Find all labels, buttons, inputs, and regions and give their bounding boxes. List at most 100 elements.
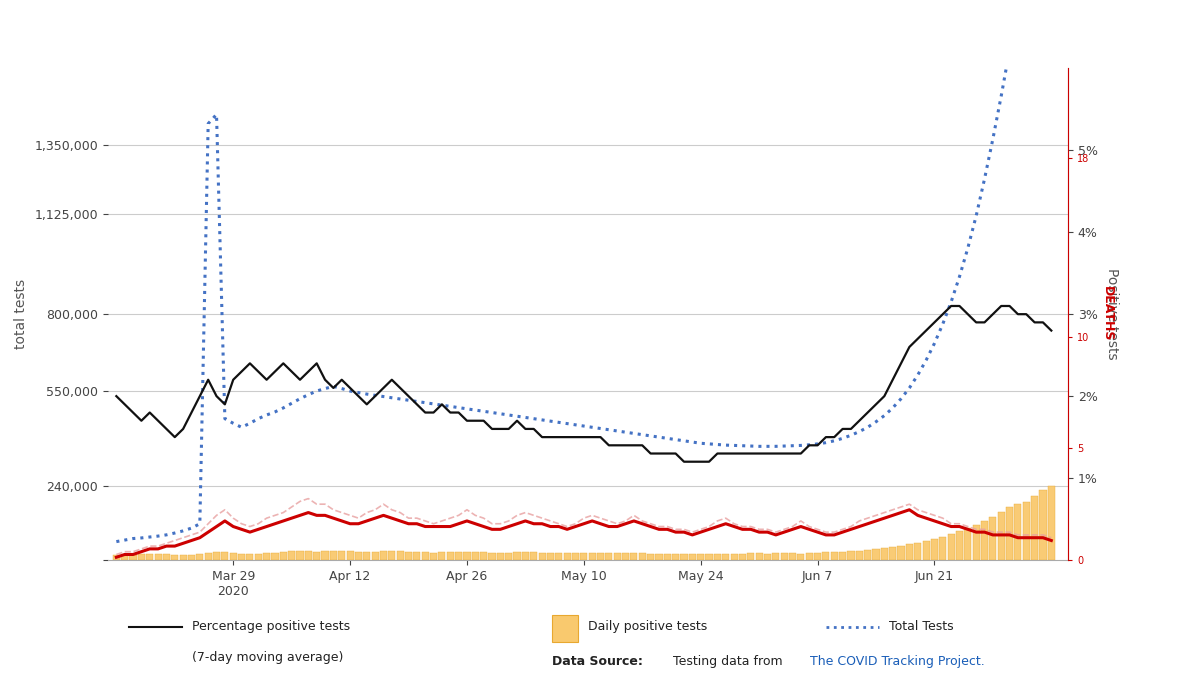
Bar (113, 555, 120, 560)
Bar (488, 553, 496, 560)
Bar (180, 555, 187, 560)
Bar (948, 534, 955, 560)
Bar (940, 537, 947, 560)
Text: Testing data from: Testing data from (673, 654, 782, 668)
Bar (505, 553, 512, 560)
Bar (889, 547, 896, 560)
Bar (514, 553, 521, 560)
Bar (847, 551, 854, 560)
Bar (438, 553, 445, 560)
Bar (421, 553, 428, 560)
Bar (372, 552, 379, 560)
Bar (731, 554, 738, 560)
Bar (788, 553, 796, 560)
Bar (655, 554, 662, 560)
Bar (404, 552, 412, 560)
Bar (872, 549, 880, 560)
Bar (697, 554, 704, 560)
Bar (797, 553, 804, 560)
Bar (605, 553, 612, 560)
Text: Data Source:: Data Source: (552, 654, 642, 668)
Bar (313, 552, 320, 560)
Bar (722, 554, 730, 560)
Bar (280, 552, 287, 560)
Bar (389, 551, 395, 560)
Bar (1022, 502, 1030, 560)
Text: Total Tests: Total Tests (889, 620, 954, 634)
Bar (973, 525, 979, 560)
Bar (613, 553, 620, 560)
Bar (647, 553, 654, 560)
Bar (689, 555, 696, 560)
Bar (1031, 496, 1038, 560)
Bar (773, 553, 779, 560)
Bar (748, 553, 755, 560)
Bar (522, 552, 529, 560)
Bar (706, 554, 713, 560)
Bar (572, 553, 580, 560)
Bar (397, 551, 403, 560)
Bar (1006, 507, 1013, 560)
Bar (446, 552, 454, 560)
Text: Daily positive tests: Daily positive tests (588, 620, 708, 634)
Bar (322, 551, 329, 560)
Bar (146, 554, 154, 560)
Bar (714, 553, 721, 560)
Text: The COVID Tracking Project.: The COVID Tracking Project. (810, 654, 985, 668)
Bar (1039, 490, 1046, 560)
Bar (197, 554, 203, 560)
Bar (596, 553, 604, 560)
Bar (296, 550, 304, 560)
Y-axis label: Positive tests: Positive tests (1104, 268, 1118, 360)
Y-axis label: DEATHS: DEATHS (1102, 286, 1115, 342)
Bar (130, 555, 137, 560)
Bar (205, 553, 211, 560)
Bar (664, 554, 671, 560)
Bar (271, 553, 278, 560)
Text: ▼: ▼ (166, 30, 175, 44)
Bar (172, 555, 179, 560)
Bar (263, 553, 270, 560)
Bar (229, 553, 236, 560)
Bar (1014, 504, 1021, 560)
Bar (898, 546, 905, 560)
Bar (980, 521, 988, 560)
Bar (672, 554, 679, 560)
Bar (739, 553, 746, 560)
Bar (556, 553, 563, 560)
Bar (589, 553, 595, 560)
Bar (121, 555, 128, 560)
Text: Percentage positive tests: Percentage positive tests (192, 620, 350, 634)
Bar (989, 516, 996, 560)
Bar (355, 552, 362, 560)
Bar (630, 553, 637, 560)
Bar (923, 541, 930, 560)
Bar (914, 543, 922, 560)
Bar (413, 552, 420, 560)
Bar (455, 552, 462, 560)
Bar (246, 554, 253, 560)
Bar (805, 553, 812, 560)
Bar (956, 531, 964, 560)
Bar (530, 553, 538, 560)
Bar (931, 539, 938, 560)
Bar (338, 551, 346, 560)
Bar (764, 553, 772, 560)
Bar (288, 551, 295, 560)
Bar (430, 553, 437, 560)
Bar (463, 552, 470, 560)
Bar (638, 553, 646, 560)
Bar (622, 553, 629, 560)
Bar (814, 553, 821, 560)
Bar (138, 555, 145, 560)
Bar (212, 553, 220, 560)
Bar (472, 552, 479, 560)
Bar (221, 552, 228, 560)
Bar (781, 553, 787, 560)
Bar (564, 553, 571, 560)
Y-axis label: total tests: total tests (13, 279, 28, 349)
Bar (254, 554, 262, 560)
Bar (305, 551, 312, 560)
Bar (188, 555, 196, 560)
Bar (238, 554, 245, 560)
